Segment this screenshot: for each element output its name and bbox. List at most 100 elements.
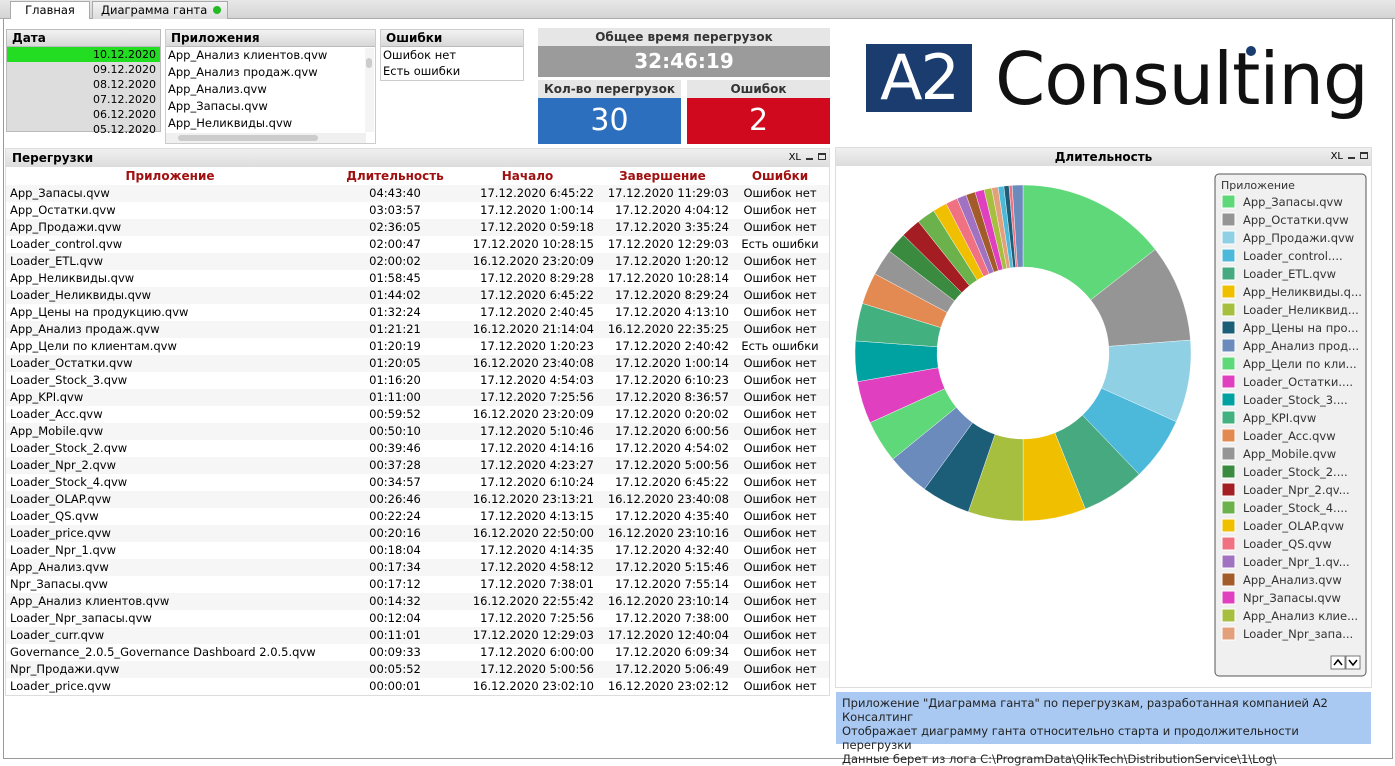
table-row — [6, 321, 829, 338]
table-cell: 00:17:34 — [369, 560, 421, 574]
table-cell: 16.12.2020 23:40:08 — [472, 356, 594, 370]
legend-swatch — [1221, 392, 1236, 407]
tab[interactable]: Диаграмма ганта — [92, 1, 229, 19]
scroll-thumb[interactable] — [178, 135, 318, 141]
table-cell: 00:09:33 — [369, 645, 421, 659]
listbox-item[interactable]: App_Анализ.qvw — [168, 82, 267, 96]
legend-swatch — [1221, 626, 1236, 641]
table-cell: Ошибок нет — [743, 186, 817, 200]
listbox-item[interactable]: App_Анализ клиентов.qvw — [168, 48, 328, 62]
minimize-icon[interactable] — [806, 158, 813, 160]
column-header: Длительность — [346, 169, 444, 183]
table-cell: 16.12.2020 22:35:25 — [607, 322, 729, 336]
table-cell: Ошибок нет — [743, 356, 817, 370]
table-cell: 17.12.2020 6:45:22 — [480, 186, 594, 200]
tab[interactable]: Главная — [10, 1, 90, 19]
legend-swatch — [1221, 338, 1236, 353]
table-cell: Ошибок нет — [743, 407, 817, 421]
table-cell: 16.12.2020 22:55:42 — [472, 594, 594, 608]
table-row — [6, 355, 829, 372]
maximize-icon[interactable] — [1360, 152, 1368, 159]
table-cell: 17.12.2020 7:38:00 — [615, 611, 729, 625]
table-row — [6, 525, 829, 542]
listbox-item[interactable]: App_Анализ продаж.qvw — [168, 65, 318, 79]
table-cell: 17.12.2020 7:25:56 — [480, 390, 594, 404]
table-cell: Governance_2.0.5_Governance Dashboard 2.… — [10, 645, 316, 659]
table-cell: Loader_Npr_1.qvw — [10, 543, 117, 557]
listbox-item[interactable]: App_Неликвиды.qvw — [168, 116, 293, 130]
legend-label: App_Запасы.qvw — [1243, 195, 1343, 209]
table-row — [6, 423, 829, 440]
table-cell: 00:22:24 — [369, 509, 421, 523]
listbox-item[interactable]: Ошибок нет — [383, 48, 457, 62]
listbox-item[interactable]: 08.12.2020 — [93, 78, 156, 91]
table-cell: 17.12.2020 4:54:03 — [480, 373, 594, 387]
table-cell: 02:36:05 — [369, 220, 421, 234]
listbox-item[interactable]: 06.12.2020 — [93, 108, 156, 121]
maximize-icon[interactable] — [818, 153, 826, 160]
table-cell: 01:21:21 — [369, 322, 421, 336]
table-cell: App_Остатки.qvw — [10, 203, 116, 217]
listbox-item[interactable]: 05.12.2020 — [93, 123, 156, 136]
column-header: Ошибки — [751, 169, 809, 183]
table-cell: 17.12.2020 6:10:24 — [480, 475, 594, 489]
table-cell: 17.12.2020 10:28:15 — [472, 237, 594, 251]
table-cell: Ошибок нет — [743, 611, 817, 625]
kpi-value: 30 — [538, 98, 681, 144]
legend-swatch — [1221, 320, 1236, 335]
table-cell: 01:20:19 — [369, 339, 421, 353]
table-cell: 16.12.2020 23:20:09 — [472, 407, 594, 421]
legend-swatch — [1221, 428, 1236, 443]
table-cell: Npr_Продажи.qvw — [10, 662, 120, 676]
table-cell: 17.12.2020 4:32:40 — [615, 543, 729, 557]
table-row — [6, 559, 829, 576]
legend-swatch — [1221, 464, 1236, 479]
table-row — [6, 491, 829, 508]
table-cell: App_Цели по клиентам.qvw — [10, 339, 177, 353]
table-cell: Ошибок нет — [743, 577, 817, 591]
table-cell: 17.12.2020 8:36:57 — [615, 390, 729, 404]
legend-swatch — [1221, 266, 1236, 281]
table-cell: Ошибок нет — [743, 271, 817, 285]
logo-dot — [1246, 46, 1256, 56]
export-icon[interactable]: XL — [788, 152, 801, 163]
table-cell: 16.12.2020 21:14:04 — [472, 322, 594, 336]
column-header: Начало — [501, 169, 554, 183]
table-cell: 17.12.2020 0:20:02 — [615, 407, 729, 421]
table-cell: 01:20:05 — [369, 356, 421, 370]
table-cell: Loader_Npr_запасы.qvw — [10, 611, 152, 625]
legend-swatch — [1221, 248, 1236, 263]
listbox-items: 10.12.2020 09.12.2020 08.12.2020 07.12.2020… — [7, 47, 160, 137]
table-row — [6, 219, 829, 236]
table-cell: Loader_price.qvw — [10, 526, 111, 540]
table-row — [6, 304, 829, 321]
table-cell: Ошибок нет — [743, 628, 817, 642]
h-scrollbar[interactable] — [166, 133, 366, 143]
scroll-up-arrow — [1333, 658, 1343, 666]
listbox-item[interactable]: 10.12.2020 — [7, 47, 160, 62]
table-cell: 16.12.2020 23:40:08 — [607, 492, 729, 506]
table-cell: App_Цены на продукцию.qvw — [10, 305, 189, 319]
table-cell: 17.12.2020 4:35:40 — [615, 509, 729, 523]
minimize-icon[interactable] — [1348, 157, 1355, 159]
listbox-item[interactable]: 07.12.2020 — [93, 93, 156, 106]
table-cell: Ошибок нет — [743, 254, 817, 268]
table-cell: App_Анализ клиентов.qvw — [10, 594, 170, 608]
v-scrollbar[interactable] — [365, 48, 374, 132]
listbox-item[interactable]: App_Запасы.qvw — [168, 99, 268, 113]
legend-scroll[interactable] — [1330, 655, 1361, 670]
table-cell: 00:14:32 — [369, 594, 421, 608]
table-cell: 17.12.2020 6:00:00 — [480, 645, 594, 659]
listbox-item[interactable]: 09.12.2020 — [93, 63, 156, 76]
table-cell: 17.12.2020 12:29:03 — [607, 237, 729, 251]
table-cell: Ошибок нет — [743, 203, 817, 217]
table-cell: Ошибок нет — [743, 509, 817, 523]
table-cell: 17.12.2020 8:29:24 — [615, 288, 729, 302]
table-cell: 16.12.2020 23:02:12 — [607, 679, 729, 693]
export-icon[interactable]: XL — [1330, 151, 1343, 162]
legend-swatch — [1221, 302, 1236, 317]
listbox-item[interactable]: Есть ошибки — [383, 64, 461, 78]
table-panel: Перегрузки XL Приложение Длительность Нача… — [5, 148, 830, 696]
scroll-thumb[interactable] — [366, 58, 372, 68]
